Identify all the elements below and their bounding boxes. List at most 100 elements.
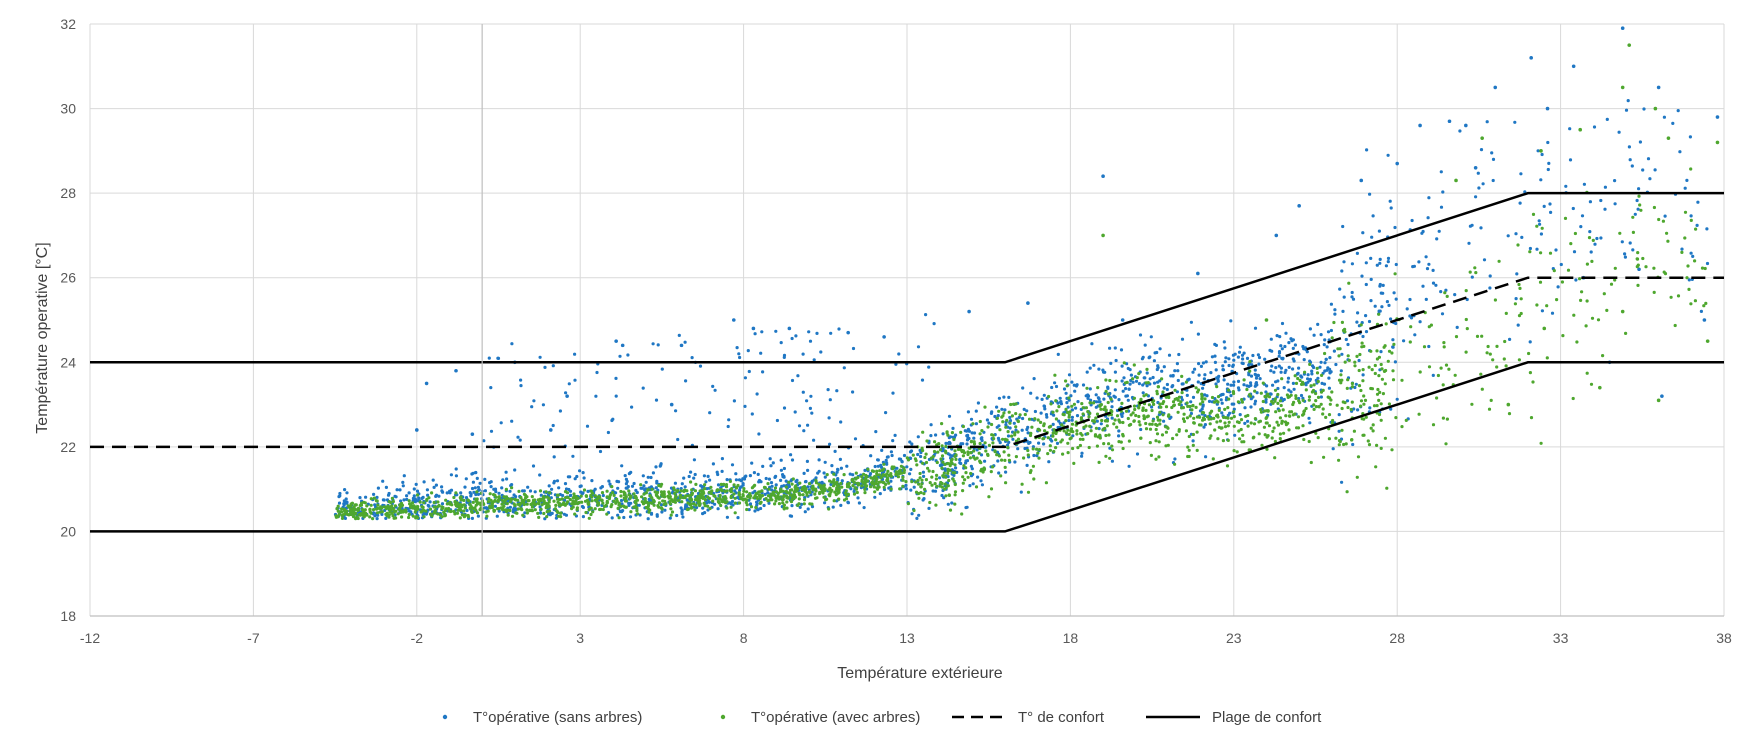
point-sans-arbres [1603,207,1607,211]
point-avec-arbres [1321,412,1325,416]
point-sans-arbres [440,485,444,489]
point-sans-arbres [394,495,398,499]
point-avec-arbres [1587,236,1592,240]
point-avec-arbres [940,454,945,458]
point-sans-arbres [628,515,633,519]
point-sans-arbres [1120,318,1125,322]
point-avec-arbres [742,489,746,493]
point-sans-arbres [1559,262,1563,267]
point-avec-arbres [1252,435,1256,439]
point-avec-arbres [1480,387,1484,391]
point-avec-arbres [530,495,534,499]
point-avec-arbres [1427,325,1431,329]
point-sans-arbres [900,459,904,463]
point-avec-arbres [508,497,513,501]
point-sans-arbres [781,473,785,477]
point-sans-arbres [1113,370,1117,374]
point-avec-arbres [1693,299,1697,303]
point-avec-arbres [1166,414,1171,418]
point-avec-arbres [1264,318,1269,322]
point-sans-arbres [1477,186,1481,190]
point-sans-arbres [470,486,475,491]
point-avec-arbres [1087,445,1091,450]
point-sans-arbres [947,436,951,440]
point-sans-arbres [939,463,944,467]
point-avec-arbres [716,488,720,492]
point-sans-arbres [1223,360,1227,364]
point-avec-arbres [589,512,593,517]
point-avec-arbres [1298,378,1302,383]
point-avec-arbres [1232,424,1236,428]
point-sans-arbres [1385,300,1389,304]
point-avec-arbres [1075,432,1079,436]
point-sans-arbres [668,516,672,520]
point-avec-arbres [1687,287,1691,291]
point-avec-arbres [991,465,995,469]
point-sans-arbres [1599,198,1603,203]
point-sans-arbres [1120,364,1124,368]
point-avec-arbres [1487,407,1492,411]
point-sans-arbres [970,467,974,471]
point-sans-arbres [730,499,735,504]
point-avec-arbres [460,513,465,517]
point-sans-arbres [812,358,816,362]
point-sans-arbres [810,505,815,509]
point-avec-arbres [655,490,660,495]
x-tick-label: -7 [247,630,260,646]
point-sans-arbres [1378,309,1382,313]
point-sans-arbres [1388,199,1392,203]
point-avec-arbres [468,502,472,506]
point-avec-arbres [1214,414,1219,418]
point-sans-arbres [497,491,501,495]
point-avec-arbres [718,493,722,498]
point-avec-arbres [1219,426,1223,430]
point-avec-arbres [1162,400,1166,404]
point-avec-arbres [1195,448,1199,452]
point-avec-arbres [1270,436,1274,440]
point-sans-arbres [996,414,1000,418]
point-avec-arbres [745,507,749,512]
point-sans-arbres [1022,407,1026,411]
point-avec-arbres [1231,390,1235,394]
point-avec-arbres [1278,416,1282,420]
point-avec-arbres [1148,441,1152,445]
point-avec-arbres [436,512,440,516]
point-avec-arbres [1391,369,1395,373]
point-avec-arbres [1026,453,1030,457]
point-avec-arbres [1014,402,1018,406]
point-avec-arbres [1010,414,1015,418]
point-avec-arbres [1294,394,1298,398]
point-sans-arbres [862,506,866,510]
point-sans-arbres [940,493,944,498]
point-sans-arbres [1617,130,1621,134]
point-avec-arbres [1262,425,1266,429]
point-sans-arbres [478,481,482,485]
point-avec-arbres [538,489,543,493]
point-avec-arbres [345,512,349,517]
point-avec-arbres [1283,420,1288,424]
point-avec-arbres [1004,481,1008,485]
point-avec-arbres [777,502,782,506]
point-sans-arbres [814,476,818,480]
point-avec-arbres [689,480,693,484]
point-avec-arbres [1172,403,1176,407]
point-avec-arbres [997,454,1002,458]
point-avec-arbres [916,478,920,482]
y-tick-label: 26 [60,270,76,286]
point-sans-arbres [611,417,615,421]
point-avec-arbres [1294,396,1298,400]
point-sans-arbres [851,390,855,394]
point-avec-arbres [455,501,459,505]
point-sans-arbres [1368,406,1372,410]
point-avec-arbres [1700,266,1705,270]
point-avec-arbres [422,501,426,505]
point-avec-arbres [1216,395,1221,399]
point-sans-arbres [474,492,478,497]
point-sans-arbres [1054,384,1059,389]
point-sans-arbres [1283,370,1287,375]
point-sans-arbres [851,346,856,351]
point-avec-arbres [382,505,386,509]
point-sans-arbres [1312,365,1316,370]
point-avec-arbres [811,484,815,488]
point-sans-arbres [1110,416,1114,420]
